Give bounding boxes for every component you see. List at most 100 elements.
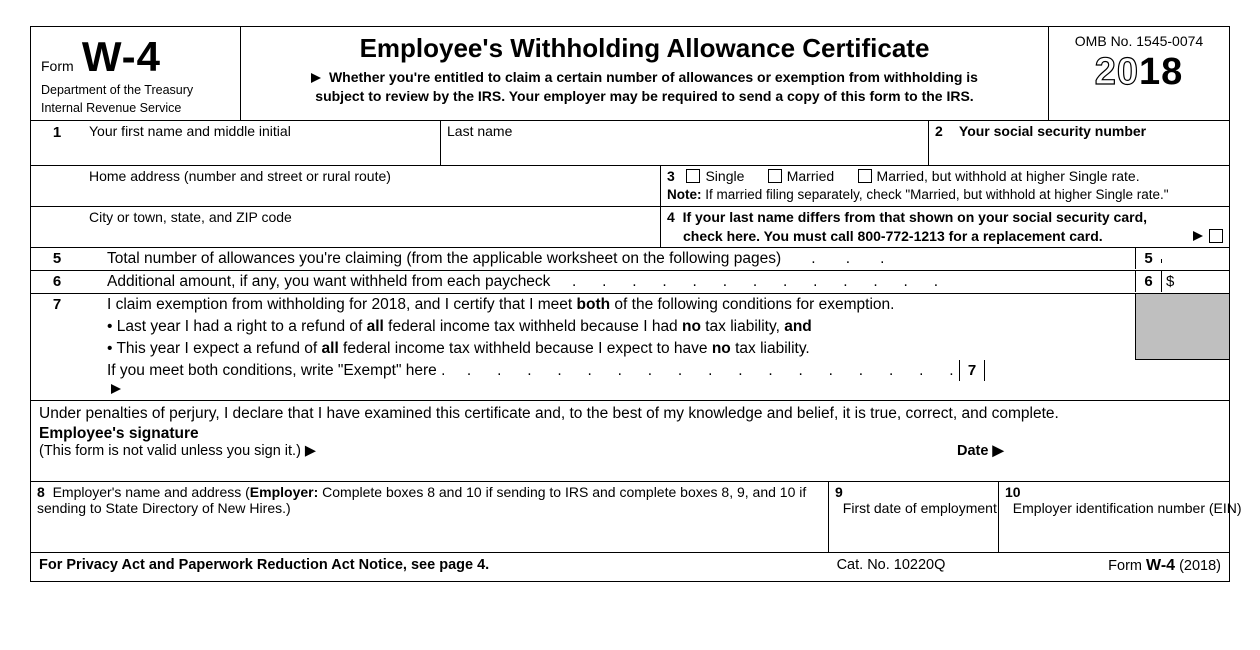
signature-row: Employee's signature (This form is not v… <box>31 423 1229 482</box>
city-label[interactable]: City or town, state, and ZIP code <box>83 207 661 248</box>
filing-status-cell: 3 Single Married Married, but withhold a… <box>661 166 1229 207</box>
box-8[interactable]: 8 Employer's name and address (Employer:… <box>31 482 829 552</box>
line-7-block: 7 I claim exemption from withholding for… <box>31 294 1229 360</box>
t9: First date of employment <box>835 500 997 516</box>
line-7-boxnum: 7 <box>959 360 985 381</box>
checkbox-name-differs[interactable] <box>1209 229 1223 243</box>
b1b: federal income tax withheld because I ha… <box>384 318 682 335</box>
signature-note: (This form is not valid unless you sign … <box>39 443 941 459</box>
year-outline: 20 <box>1095 51 1139 93</box>
fr-b: W-4 <box>1146 557 1175 574</box>
box-8-number: 8 <box>37 484 45 500</box>
box-9[interactable]: 9 First date of employment <box>829 482 999 552</box>
home-address-label[interactable]: Home address (number and street or rural… <box>83 166 661 207</box>
b2a: • This year I expect a refund of <box>107 340 322 357</box>
line-7-number: 7 <box>31 294 83 315</box>
employer-row: 8 Employer's name and address (Employer:… <box>31 482 1229 553</box>
header-middle: Employee's Withholding Allowance Certifi… <box>241 27 1049 120</box>
signature-cell[interactable]: Employee's signature (This form is not v… <box>31 423 949 481</box>
line-6-dots: . . . . . . . . . . . . . <box>550 273 938 290</box>
l7-meet: If you meet both conditions, write "Exem… <box>107 362 445 379</box>
line-6-boxnum: 6 <box>1135 271 1161 292</box>
l7-both: both <box>577 296 611 313</box>
line-6: 6 Additional amount, if any, you want wi… <box>31 271 1229 294</box>
header-right: OMB No. 1545-0074 2018 <box>1049 27 1229 120</box>
footer-mid: Cat. No. 10220Q <box>761 557 1021 575</box>
checkbox-married[interactable] <box>768 169 782 183</box>
line-5: 5 Total number of allowances you're clai… <box>31 248 1229 271</box>
note-label: Note: <box>667 187 702 202</box>
b1-and: and <box>784 318 812 335</box>
line-6-value[interactable]: $ <box>1161 271 1229 292</box>
t8emp: Employer: <box>250 484 318 500</box>
line-7-greybox <box>1135 294 1229 360</box>
b2-no: no <box>712 340 731 357</box>
married-higher-label: Married, but withhold at higher Single r… <box>877 168 1140 184</box>
b2-all: all <box>322 340 339 357</box>
sub-line2: subject to review by the IRS. Your emplo… <box>315 88 973 104</box>
line-5-boxnum: 5 <box>1135 248 1161 269</box>
l7a: I claim exemption from withholding for 2… <box>107 296 577 313</box>
line-7: 7 I claim exemption from withholding for… <box>31 294 1135 316</box>
line-5-dots: . . . <box>781 250 884 267</box>
omb-number: OMB No. 1545-0074 <box>1057 33 1221 49</box>
spacer-2 <box>31 207 83 248</box>
line-5-number: 5 <box>31 248 83 269</box>
line-7-bullet1: • Last year I had a right to a refund of… <box>31 316 1135 338</box>
line-5-value[interactable] <box>1161 259 1229 263</box>
line-6-label: Additional amount, if any, you want with… <box>107 273 550 290</box>
line-5-text: Total number of allowances you're claimi… <box>83 248 1135 270</box>
married-label: Married <box>787 168 834 184</box>
diff-line1: If your last name differs from that show… <box>683 209 1147 225</box>
row-address-status: Home address (number and street or rural… <box>31 166 1229 207</box>
box-3-number: 3 <box>667 168 675 184</box>
b2b: federal income tax withheld because I ex… <box>339 340 712 357</box>
date-label: Date ▶ <box>957 443 1004 459</box>
box-10[interactable]: 10 Employer identification number (EIN) <box>999 482 1229 552</box>
b1-no: no <box>682 318 701 335</box>
first-middle-label[interactable]: Your first name and middle initial <box>83 121 441 166</box>
footer-right: Form W-4 (2018) <box>1021 557 1221 575</box>
year-solid: 18 <box>1139 51 1183 93</box>
form-w4: Form W-4 Department of the Treasury Inte… <box>30 26 1230 582</box>
fr-c: (2018) <box>1175 558 1221 574</box>
form-word: Form <box>41 58 74 74</box>
perjury-text: Under penalties of perjury, I declare th… <box>31 401 1229 423</box>
box-4-number: 4 <box>667 209 675 225</box>
ssn-label: Your social security number <box>959 123 1146 139</box>
box-2-number: 2 <box>935 123 955 139</box>
note-text: If married filing separately, check "Mar… <box>702 187 1169 202</box>
last-name-label[interactable]: Last name <box>441 121 929 166</box>
box-9-number: 9 <box>835 484 843 500</box>
row-name-ssn: 1 Your first name and middle initial Las… <box>31 121 1229 166</box>
line-5-label: Total number of allowances you're claimi… <box>107 250 781 267</box>
row-city-namediff: City or town, state, and ZIP code 4 If y… <box>31 207 1229 248</box>
line-6-number: 6 <box>31 271 83 292</box>
form-code: W-4 <box>82 33 161 81</box>
dept-line2: Internal Revenue Service <box>41 101 230 117</box>
dept-line1: Department of the Treasury <box>41 83 230 99</box>
line-7-bullet2: • This year I expect a refund of all fed… <box>31 338 1135 360</box>
header-left: Form W-4 Department of the Treasury Inte… <box>31 27 241 120</box>
footer-row: For Privacy Act and Paperwork Reduction … <box>31 553 1229 581</box>
b1-all: all <box>367 318 384 335</box>
footer-left: For Privacy Act and Paperwork Reduction … <box>39 557 761 575</box>
t8a: Employer's name and address ( <box>45 484 250 500</box>
l7-meet-dots: . . . . . . . . . . . . . . . . . <box>445 362 953 379</box>
ssn-cell[interactable]: 2 Your social security number <box>929 121 1229 166</box>
checkbox-single[interactable] <box>686 169 700 183</box>
form-subtitle: Whether you're entitled to claim a certa… <box>251 68 1038 106</box>
signature-title: Employee's signature <box>39 425 941 443</box>
single-label: Single <box>705 168 744 184</box>
box-1-number: 1 <box>31 121 83 166</box>
line-7-exempt: If you meet both conditions, write "Exem… <box>31 360 1229 401</box>
sub-line1: Whether you're entitled to claim a certa… <box>329 69 978 85</box>
line-7-text: I claim exemption from withholding for 2… <box>83 294 1135 316</box>
line-6-text: Additional amount, if any, you want with… <box>83 271 1135 293</box>
date-cell[interactable]: Date ▶ <box>949 423 1229 481</box>
spacer <box>31 166 83 207</box>
form-title: Employee's Withholding Allowance Certifi… <box>251 33 1038 64</box>
checkbox-married-higher[interactable] <box>858 169 872 183</box>
name-differs-cell: 4 If your last name differs from that sh… <box>661 207 1229 248</box>
status-note: Note: If married filing separately, chec… <box>667 187 1223 202</box>
